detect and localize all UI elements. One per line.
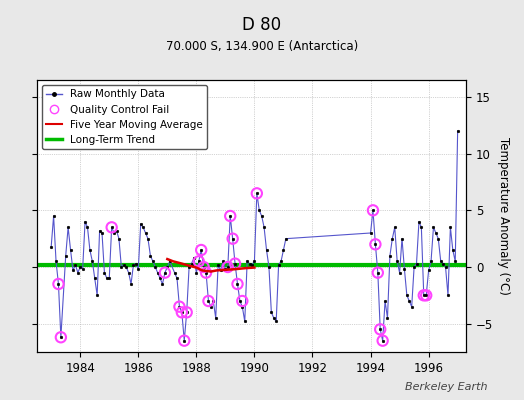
Point	[228, 236, 237, 242]
Point	[175, 304, 183, 310]
Text: Berkeley Earth: Berkeley Earth	[405, 382, 487, 392]
Point	[378, 338, 387, 344]
Point	[376, 326, 385, 332]
Y-axis label: Temperature Anomaly (°C): Temperature Anomaly (°C)	[497, 137, 510, 295]
Point	[238, 298, 246, 304]
Point	[233, 281, 242, 287]
Point	[161, 270, 169, 276]
Text: 70.000 S, 134.900 E (Antarctica): 70.000 S, 134.900 E (Antarctica)	[166, 40, 358, 53]
Point	[180, 338, 189, 344]
Point	[422, 292, 430, 298]
Point	[182, 309, 191, 316]
Point	[54, 281, 63, 287]
Point	[200, 264, 208, 270]
Point	[369, 207, 377, 214]
Point	[371, 241, 379, 248]
Point	[194, 258, 203, 264]
Point	[231, 260, 239, 267]
Point	[202, 270, 210, 276]
Text: D 80: D 80	[243, 16, 281, 34]
Point	[107, 224, 116, 230]
Point	[224, 264, 232, 270]
Point	[204, 298, 213, 304]
Point	[197, 247, 205, 253]
Point	[253, 190, 261, 196]
Point	[226, 213, 234, 219]
Point	[374, 270, 382, 276]
Point	[57, 334, 65, 340]
Point	[178, 309, 186, 316]
Point	[420, 292, 428, 298]
Legend: Raw Monthly Data, Quality Control Fail, Five Year Moving Average, Long-Term Tren: Raw Monthly Data, Quality Control Fail, …	[42, 85, 207, 149]
